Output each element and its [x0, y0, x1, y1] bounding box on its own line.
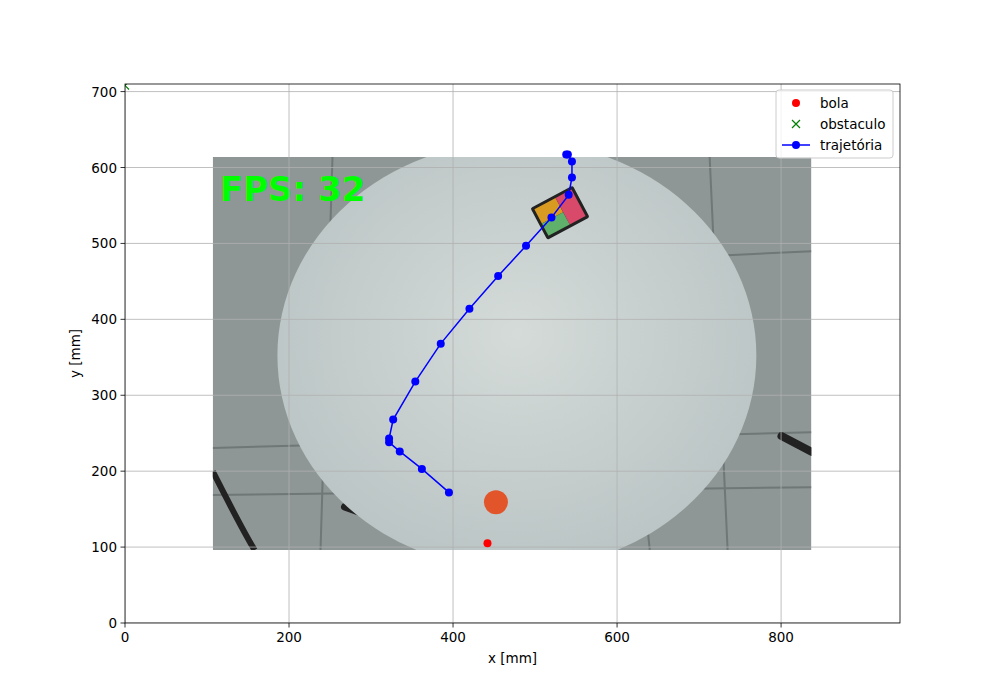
legend: bola obstaculo trajetória	[776, 90, 893, 158]
tick-label: 200	[276, 629, 302, 645]
background-image: FPS: 32	[213, 157, 812, 550]
point	[522, 242, 530, 250]
tick	[121, 547, 126, 548]
legend-label: obstaculo	[820, 116, 885, 132]
tick	[125, 623, 126, 628]
tick	[121, 319, 126, 320]
grid-line	[125, 395, 900, 396]
grid-line	[453, 84, 454, 623]
tick-label: 400	[440, 629, 466, 645]
point	[418, 465, 426, 473]
y-axis-label: y [mm]	[67, 329, 83, 378]
x-axis-label: x [mm]	[488, 650, 537, 666]
grid-line	[125, 243, 900, 244]
point	[125, 84, 129, 90]
image-text: FPS: 32	[220, 169, 365, 209]
grid-line	[781, 84, 782, 623]
tick	[121, 91, 126, 92]
tick-label: 400	[91, 311, 117, 327]
grid-line	[125, 471, 900, 472]
point	[565, 191, 573, 199]
chart: FPS: 32 0 200 400 600 800 0 100 200 300 400 500 600 7…	[0, 0, 1000, 700]
tick	[781, 623, 782, 628]
axes-frame	[125, 84, 900, 623]
grid-line	[125, 319, 900, 320]
tick-label: 500	[91, 235, 117, 251]
tick	[121, 623, 126, 624]
tick	[121, 471, 126, 472]
point	[385, 435, 393, 443]
tick	[289, 623, 290, 628]
tick-label: 300	[91, 387, 117, 403]
point	[568, 173, 576, 181]
series	[483, 539, 491, 547]
cable	[781, 436, 811, 452]
series	[125, 84, 129, 90]
tick	[121, 243, 126, 244]
grid-line	[125, 167, 900, 168]
tick-label: 100	[91, 539, 117, 555]
chart-root: FPS: 32 0 200 400 600 800 0 100 200 300 400 500 600 7…	[0, 0, 1000, 700]
point	[494, 272, 502, 280]
tick-label: 0	[121, 629, 130, 645]
point	[562, 151, 570, 159]
point	[547, 214, 555, 222]
point	[483, 539, 491, 547]
tick-label: 600	[604, 629, 630, 645]
point	[465, 305, 473, 313]
legend-marker	[792, 120, 800, 128]
tick-label: 800	[768, 629, 794, 645]
point	[389, 416, 397, 424]
grid-line	[125, 547, 900, 548]
point	[568, 157, 576, 165]
series	[385, 151, 576, 497]
cable	[213, 471, 255, 550]
tick	[453, 623, 454, 628]
series-line	[389, 155, 572, 493]
legend-label: trajetória	[820, 137, 882, 153]
disc	[277, 157, 756, 550]
point	[411, 378, 419, 386]
plot-area: FPS: 32	[125, 84, 900, 623]
legend-marker	[792, 99, 800, 107]
legend-label: bola	[820, 95, 849, 111]
point	[396, 447, 404, 455]
tick-label: 600	[91, 160, 117, 176]
tick	[121, 167, 126, 168]
grid-line	[289, 84, 290, 623]
tick	[121, 395, 126, 396]
tick-label: 700	[91, 84, 117, 100]
plot-background	[125, 84, 900, 623]
grid-line	[617, 84, 618, 623]
tick-label: 200	[91, 463, 117, 479]
tile-line	[728, 251, 812, 255]
tick	[617, 623, 618, 628]
point	[445, 488, 453, 496]
photo-ball	[484, 490, 508, 514]
legend-box	[776, 90, 893, 158]
legend-marker	[792, 141, 800, 149]
tick-label: 0	[108, 615, 117, 631]
point	[437, 340, 445, 348]
